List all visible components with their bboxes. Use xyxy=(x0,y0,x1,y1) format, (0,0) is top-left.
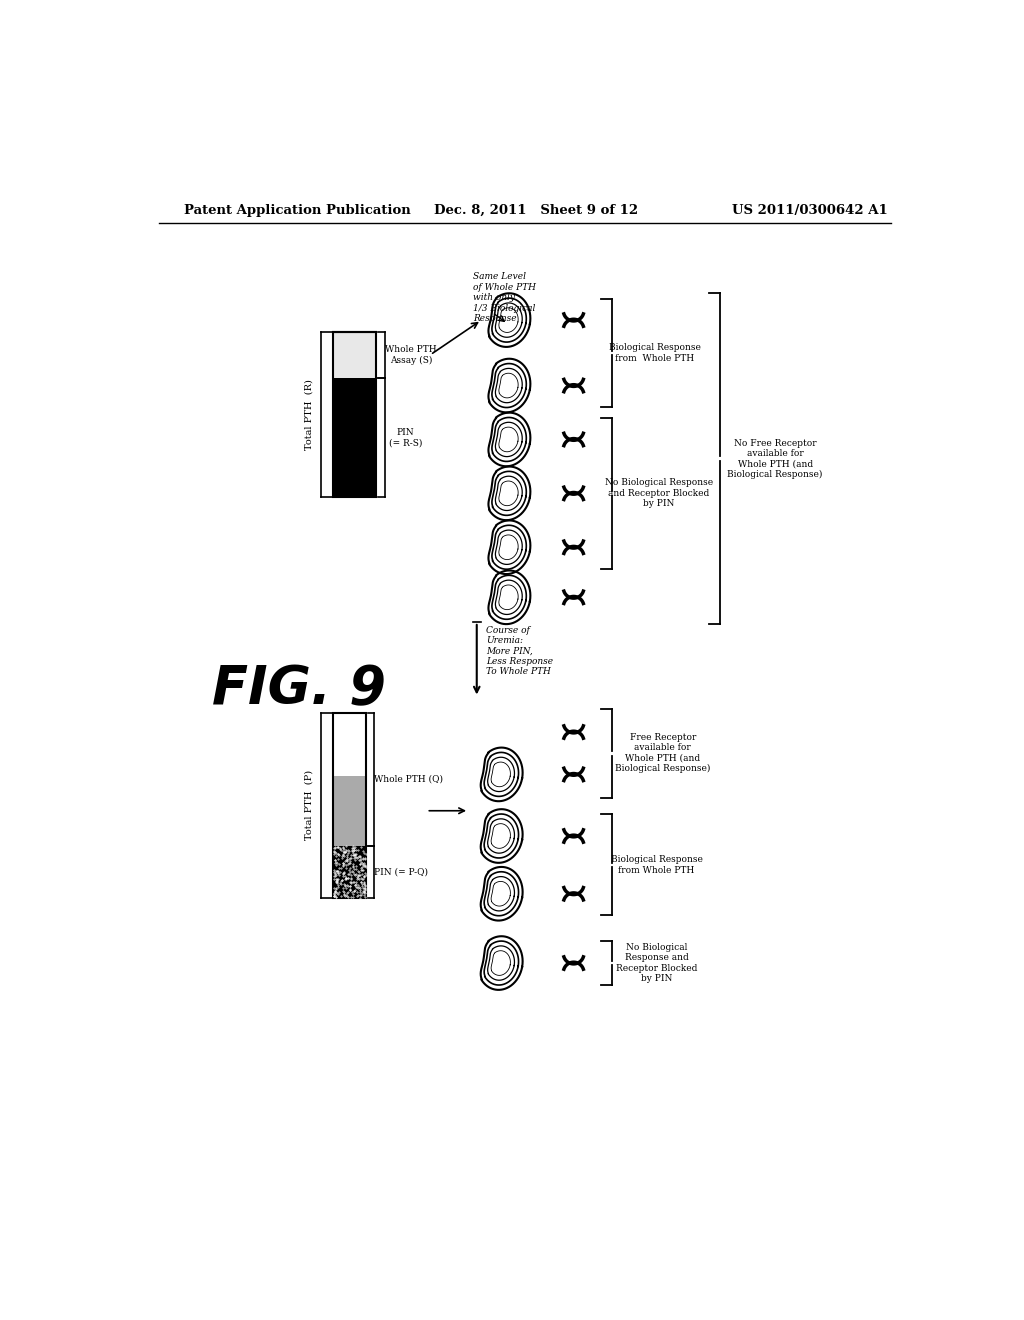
Text: US 2011/0300642 A1: US 2011/0300642 A1 xyxy=(732,205,888,218)
Text: No Biological Response
and Receptor Blocked
by PIN: No Biological Response and Receptor Bloc… xyxy=(605,478,713,508)
Bar xyxy=(334,378,376,498)
Text: Whole PTH
Assay (S): Whole PTH Assay (S) xyxy=(385,345,436,364)
Text: Course of
Uremia:
More PIN,
Less Response
To Whole PTH: Course of Uremia: More PIN, Less Respons… xyxy=(486,626,553,676)
Bar xyxy=(334,713,366,898)
Bar xyxy=(334,713,366,776)
Text: Whole PTH (Q): Whole PTH (Q) xyxy=(374,775,443,784)
Text: Same Level
of Whole PTH
with only
1/3 Biological
Response: Same Level of Whole PTH with only 1/3 Bi… xyxy=(473,272,536,323)
Text: Biological Response
from Whole PTH: Biological Response from Whole PTH xyxy=(610,855,702,875)
Text: Total PTH  (P): Total PTH (P) xyxy=(304,770,313,841)
Text: No Biological
Response and
Receptor Blocked
by PIN: No Biological Response and Receptor Bloc… xyxy=(615,942,697,983)
Bar xyxy=(334,331,376,378)
Text: Total PTH  (R): Total PTH (R) xyxy=(304,379,313,450)
Bar xyxy=(334,846,366,898)
Text: Free Receptor
available for
Whole PTH (and
Biological Response): Free Receptor available for Whole PTH (a… xyxy=(615,733,711,774)
Text: FIG. 9: FIG. 9 xyxy=(212,664,386,715)
Text: PIN (= P-Q): PIN (= P-Q) xyxy=(374,867,428,876)
Text: PIN
(= R-S): PIN (= R-S) xyxy=(389,428,422,447)
Text: Patent Application Publication: Patent Application Publication xyxy=(183,205,411,218)
Bar xyxy=(334,331,376,498)
Bar xyxy=(334,776,366,846)
Text: Dec. 8, 2011   Sheet 9 of 12: Dec. 8, 2011 Sheet 9 of 12 xyxy=(434,205,638,218)
Text: No Free Receptor
available for
Whole PTH (and
Biological Response): No Free Receptor available for Whole PTH… xyxy=(727,438,823,479)
Text: Biological Response
from  Whole PTH: Biological Response from Whole PTH xyxy=(609,343,701,363)
